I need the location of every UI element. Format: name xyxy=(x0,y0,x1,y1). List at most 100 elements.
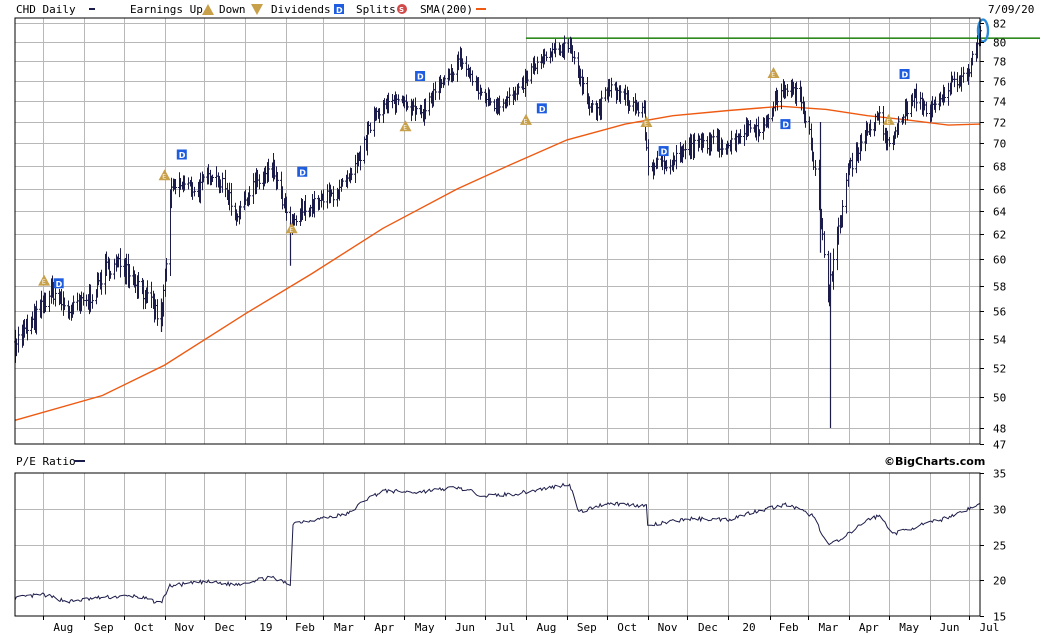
earnings-down-icon xyxy=(251,4,263,15)
pe-y-axis: 35 30 25 20 15 xyxy=(980,468,1006,624)
x-tick-label: Mar xyxy=(334,621,354,634)
y-tick-label: 68 xyxy=(993,161,1006,174)
dividend-icon: D xyxy=(53,278,64,289)
x-tick-label: Oct xyxy=(617,621,637,634)
pe-frame xyxy=(14,472,981,617)
pe-y-tick-label: 25 xyxy=(993,540,1006,553)
price-bars-layer xyxy=(14,25,982,428)
pe-y-tick-label: 30 xyxy=(993,504,1006,517)
pe-legend-swatch xyxy=(74,460,85,462)
sma-line xyxy=(14,105,981,421)
y-tick-label: 47 xyxy=(993,439,1006,452)
splits-label: Splits xyxy=(356,3,396,16)
symbol-label: CHD Daily xyxy=(16,3,76,16)
price-y-axis: 82 80 78 76 74 72 70 68 66 64 62 60 58 56 54 52 50 48 47 xyxy=(980,18,1007,452)
earnings-up-icon: E xyxy=(882,113,895,125)
svg-text:E: E xyxy=(771,72,775,79)
svg-text:E: E xyxy=(162,174,166,181)
svg-text:D: D xyxy=(539,105,546,114)
sma-label: SMA(200) xyxy=(420,3,473,16)
y-tick-label: 56 xyxy=(993,306,1006,319)
svg-text:E: E xyxy=(644,121,648,128)
earnings-up-icon: E xyxy=(38,274,51,286)
x-tick-label: Dec xyxy=(215,621,235,634)
dividend-icon: D xyxy=(780,119,791,130)
x-axis: Aug Sep Oct Nov Dec 19 Feb Mar Apr May Jun Jul Aug Se… xyxy=(43,616,999,634)
x-tick-label: Oct xyxy=(134,621,154,634)
x-tick-label: 19 xyxy=(259,621,272,634)
price-frame xyxy=(14,17,981,445)
dividend-icon: D xyxy=(658,146,669,157)
svg-text:E: E xyxy=(289,227,293,234)
x-tick-label: Dec xyxy=(698,621,718,634)
sma-layer xyxy=(14,105,981,421)
svg-text:D: D xyxy=(179,151,186,160)
pe-label: P/E Ratio xyxy=(16,455,76,468)
svg-text:E: E xyxy=(403,125,407,132)
svg-text:D: D xyxy=(56,280,63,289)
x-tick-label: Feb xyxy=(779,621,799,634)
dividend-icon: D xyxy=(415,71,426,82)
price-panel: E E E E E E E E D D D D D D D D 82 80 78 76 74 72 70 68 66 64 62 6… xyxy=(14,17,1040,452)
svg-text:D: D xyxy=(661,148,668,157)
dividends-label: Dividends xyxy=(271,3,331,16)
earnings-up-label: Earnings Up xyxy=(130,3,203,16)
y-tick-label: 78 xyxy=(993,56,1006,69)
y-tick-label: 80 xyxy=(993,37,1006,50)
dividend-legend-icon: D xyxy=(334,4,344,15)
legend-bar: CHD Daily Earnings Up Down Dividends D S… xyxy=(16,3,1034,16)
pe-panel: 35 30 25 20 15 xyxy=(14,468,1006,624)
pe-header: P/E Ratio ©BigCharts.com xyxy=(16,455,985,468)
y-tick-label: 60 xyxy=(993,254,1006,267)
y-tick-label: 58 xyxy=(993,281,1006,294)
pe-y-tick-label: 35 xyxy=(993,468,1006,481)
svg-text:E: E xyxy=(886,118,890,125)
earnings-up-icon: E xyxy=(399,120,412,132)
y-tick-label: 74 xyxy=(993,96,1007,109)
earnings-up-icon: E xyxy=(640,116,653,128)
pe-y-tick-label: 20 xyxy=(993,575,1006,588)
y-tick-label: 72 xyxy=(993,117,1006,130)
y-tick-label: 62 xyxy=(993,229,1006,242)
x-tick-label: Jul xyxy=(496,621,516,634)
x-tick-label: Sep xyxy=(577,621,597,634)
x-tick-label: May xyxy=(415,621,435,634)
y-tick-label: 70 xyxy=(993,138,1006,151)
x-tick-label: Nov xyxy=(658,621,678,634)
resistance-layer xyxy=(525,18,1040,43)
dividend-icon: D xyxy=(899,69,910,80)
split-legend-icon: S xyxy=(397,4,407,14)
earnings-up-icon: E xyxy=(158,169,171,181)
latest-price-highlight xyxy=(976,18,990,43)
svg-text:E: E xyxy=(524,118,528,125)
y-tick-label: 66 xyxy=(993,184,1006,197)
svg-text:E: E xyxy=(42,279,46,286)
price-grid xyxy=(15,18,980,444)
svg-text:D: D xyxy=(902,71,909,80)
earnings-up-icon xyxy=(202,4,214,15)
y-tick-label: 52 xyxy=(993,363,1006,376)
x-tick-label: 20 xyxy=(742,621,755,634)
svg-text:D: D xyxy=(417,73,424,82)
x-tick-label: Jul xyxy=(979,621,999,634)
x-tick-label: Nov xyxy=(175,621,195,634)
y-tick-label: 48 xyxy=(993,423,1006,436)
pe-grid xyxy=(15,473,980,616)
dividend-icon: D xyxy=(297,166,308,177)
x-tick-label: Aug xyxy=(537,621,557,634)
earnings-down-label: Down xyxy=(219,3,246,16)
x-tick-label: Jun xyxy=(455,621,475,634)
brand-label: ©BigCharts.com xyxy=(884,455,985,468)
x-tick-label: Aug xyxy=(53,621,73,634)
event-markers-layer: E E E E E E E E D D D D D D D D xyxy=(38,67,910,289)
x-tick-label: Sep xyxy=(94,621,114,634)
svg-text:S: S xyxy=(399,6,404,14)
earnings-up-icon: E xyxy=(767,67,780,79)
pe-line xyxy=(14,482,981,604)
y-tick-label: 54 xyxy=(993,334,1007,347)
pe-line-layer xyxy=(14,482,981,604)
x-tick-label: Mar xyxy=(818,621,838,634)
svg-text:D: D xyxy=(299,168,306,177)
sma-legend-swatch xyxy=(476,8,486,10)
